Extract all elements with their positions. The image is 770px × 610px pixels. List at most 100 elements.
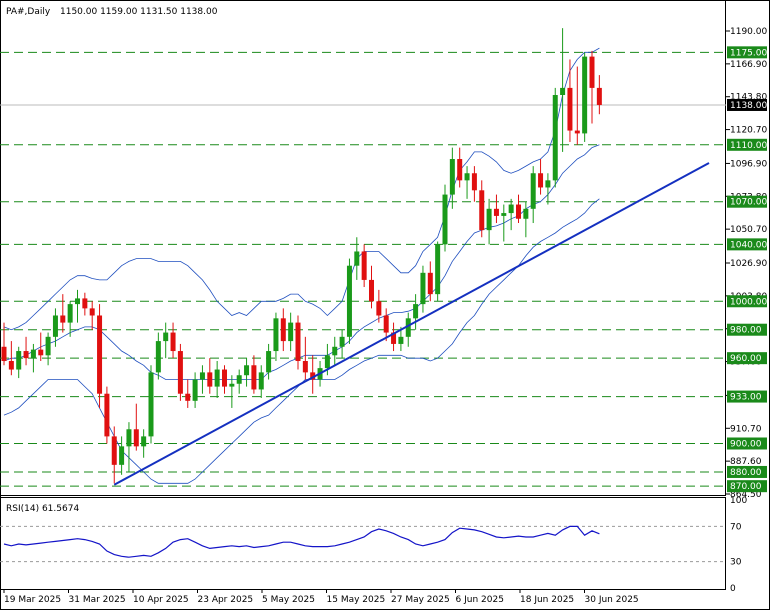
- candle-body-14: [104, 393, 110, 437]
- level-labels: 1175.00 1110.00 1070.00 1040.00 1000.00 980.0…: [727, 46, 767, 493]
- candle-body-63: [464, 173, 470, 181]
- level-label-4: 1000.00: [730, 297, 767, 307]
- candle-body-80: [589, 56, 595, 88]
- candle-body-0: [1, 346, 7, 362]
- price-tick-label-2: 1143.80: [730, 93, 767, 103]
- candle-body-30: [222, 369, 227, 387]
- candle-body-79: [582, 56, 588, 134]
- candle-body-7: [52, 315, 58, 337]
- candle-body-62: [457, 159, 463, 181]
- main-plot-frame: [0, 0, 726, 496]
- candle-body-41: [302, 361, 308, 373]
- candle-body-27: [199, 372, 205, 380]
- candle-body-40: [295, 322, 301, 362]
- x-tick-label-8: 18 Jun 2025: [520, 595, 574, 605]
- candle-body-49: [361, 251, 367, 280]
- candle-body-38: [280, 318, 286, 342]
- level-label-5: 980.00: [730, 326, 762, 336]
- rsi-label: RSI(14) 61.5674: [6, 504, 79, 514]
- candle-body-22: [163, 332, 169, 342]
- candle-body-58: [427, 272, 433, 295]
- level-label-8: 900.00: [730, 440, 762, 450]
- candle-body-33: [244, 365, 250, 376]
- candle-body-23: [170, 332, 176, 352]
- candle-body-17: [126, 429, 132, 447]
- x-tick-label-3: 23 Apr 2025: [198, 595, 254, 605]
- level-label-bg-0: [727, 46, 767, 59]
- level-label-bg-2: [727, 195, 767, 208]
- price-tick-label-13: 887.60: [730, 457, 762, 467]
- price-tick-label-12: 910.70: [730, 424, 762, 434]
- level-label-10: 870.00: [730, 482, 762, 492]
- level-label-bg-7: [727, 390, 767, 403]
- candle-body-66: [486, 208, 492, 231]
- candle-body-70: [516, 204, 521, 219]
- level-label-0: 1175.00: [730, 48, 767, 58]
- ohlc-readout: 1150.00 1159.00 1131.50 1138.00: [60, 7, 218, 17]
- level-label-bg-6: [727, 352, 767, 365]
- level-label-7: 933.00: [730, 393, 762, 403]
- level-label-bg-4: [727, 295, 767, 308]
- candle-body-37: [273, 318, 279, 352]
- level-label-3: 1040.00: [730, 240, 767, 250]
- rsi-tick-30: 30: [730, 558, 742, 568]
- level-label-bg-3: [727, 238, 767, 251]
- candle-body-34: [251, 365, 257, 390]
- candle-body-21: [155, 341, 161, 373]
- x-tick-label-9: 30 Jun 2025: [585, 595, 639, 605]
- x-tick-label-7: 6 Jun 2025: [456, 595, 504, 605]
- level-label-9: 880.00: [730, 468, 762, 478]
- candle-body-77: [567, 87, 573, 131]
- candle-body-29: [214, 369, 220, 387]
- candle-body-31: [229, 383, 235, 387]
- level-label-bg-9: [727, 465, 767, 478]
- trendline: [113, 162, 710, 486]
- level-label-1: 1110.00: [730, 141, 767, 151]
- price-tick-label-0: 1190.00: [730, 27, 767, 37]
- horizontal-levels: [0, 51, 726, 487]
- candle-body-73: [538, 173, 544, 188]
- rsi-tick-100: 100: [730, 496, 747, 506]
- candle-body-57: [420, 272, 426, 305]
- current-price-label: 1138.00: [730, 101, 767, 111]
- candle-body-46: [339, 336, 345, 347]
- candle-body-19: [141, 436, 147, 447]
- candle-body-71: [523, 208, 529, 219]
- price-tick-label-3: 1120.70: [730, 126, 767, 136]
- price-tick-label-14: 864.50: [730, 490, 762, 500]
- candle-body-59: [435, 244, 441, 295]
- candle-body-2: [16, 351, 22, 370]
- candle-body-61: [449, 159, 455, 195]
- level-label-bg-1: [727, 138, 767, 151]
- x-tick-label-5: 15 May 2025: [327, 595, 386, 605]
- rsi-tick-0: 0: [730, 584, 736, 594]
- x-tick-label-4: 5 May 2025: [262, 595, 315, 605]
- price-tick-label-4: 1096.90: [730, 159, 767, 169]
- candle-body-4: [30, 349, 36, 359]
- x-tick-label-2: 10 Apr 2025: [133, 595, 189, 605]
- candle-body-12: [89, 308, 95, 316]
- candle-body-78: [574, 130, 580, 134]
- bollinger-middle: [3, 144, 600, 380]
- candle-body-6: [45, 336, 51, 356]
- candle-body-51: [376, 301, 382, 316]
- candle-body-47: [346, 265, 352, 337]
- candle-body-20: [148, 372, 154, 437]
- candle-body-13: [97, 315, 103, 394]
- candle-body-44: [324, 355, 330, 369]
- candle-body-65: [479, 190, 485, 231]
- candles: [1, 28, 602, 484]
- candle-body-26: [192, 379, 198, 401]
- current-price-label-bg: [727, 98, 767, 111]
- candle-body-75: [552, 95, 558, 181]
- candle-body-18: [133, 429, 139, 447]
- price-tick-label-6: 1050.70: [730, 225, 767, 235]
- x-tick-label-6: 27 May 2025: [391, 595, 450, 605]
- bollinger-upper: [3, 47, 600, 331]
- rsi-line: [3, 525, 600, 558]
- rsi-indicator: 100 70 30 0: [0, 496, 747, 594]
- candle-body-72: [530, 173, 536, 209]
- level-label-bg-8: [727, 437, 767, 450]
